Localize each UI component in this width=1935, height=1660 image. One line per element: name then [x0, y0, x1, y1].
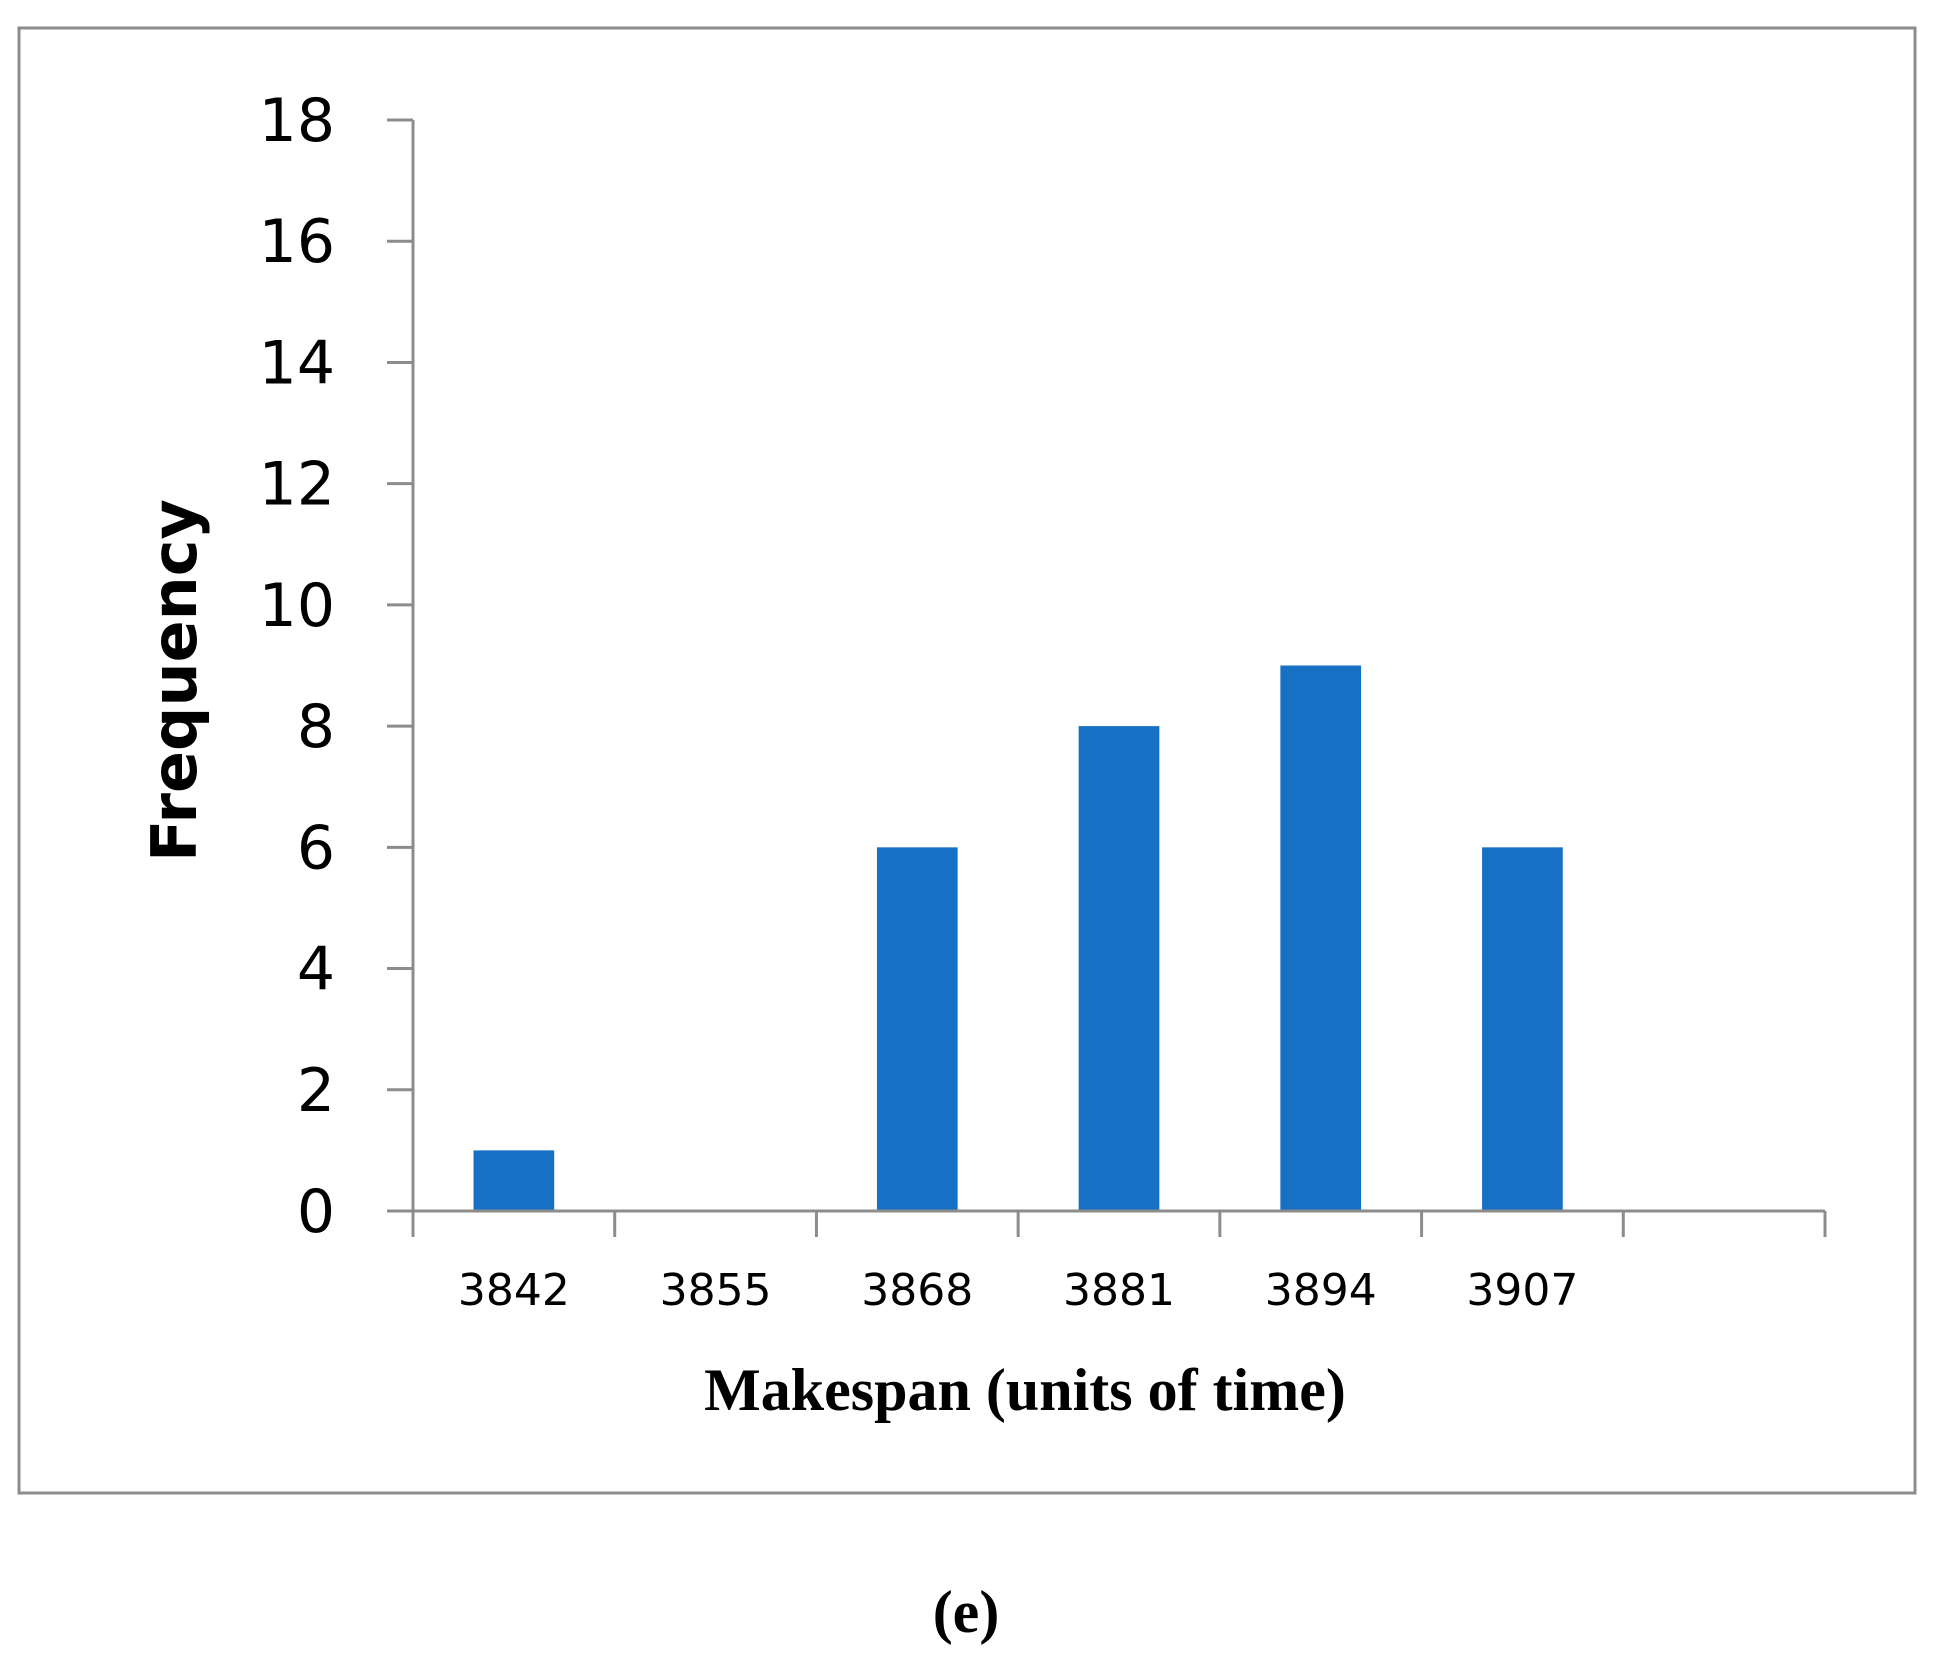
bar-3894	[1280, 665, 1362, 1211]
y-tick-label: 6	[297, 813, 335, 883]
y-tick-label: 14	[259, 328, 335, 398]
x-axis-ticks: 3842 3855 3868 3881 3894 3907	[411, 1211, 1827, 1316]
y-tick-label: 10	[259, 571, 335, 641]
y-tick-label: 4	[297, 935, 335, 1005]
y-tick-label: 18	[259, 86, 335, 156]
x-tick-label: 3881	[1063, 1265, 1175, 1316]
bar-3842	[473, 1150, 555, 1211]
y-tick-label: 2	[297, 1056, 335, 1126]
panel-label: (e)	[933, 1579, 1000, 1645]
x-tick-label: 3868	[861, 1265, 973, 1316]
bar-3881	[1078, 726, 1160, 1211]
bar-3868	[876, 847, 958, 1211]
x-tick-label: 3894	[1265, 1265, 1377, 1316]
y-axis-ticks: 0 2 4 6 8 10 12 14 16 18	[259, 86, 413, 1247]
y-tick-label: 8	[297, 692, 335, 762]
y-tick-label: 16	[259, 207, 335, 277]
bar-3907	[1482, 847, 1563, 1211]
x-tick-label: 3907	[1466, 1265, 1578, 1316]
x-tick-label: 3842	[458, 1265, 570, 1316]
x-axis-title: Makespan (units of time)	[704, 1357, 1346, 1423]
chart-frame	[17, 26, 1917, 1495]
y-axis-title: Frequency	[138, 499, 211, 862]
y-tick-label: 0	[297, 1177, 335, 1247]
x-tick-label: 3855	[660, 1265, 772, 1316]
y-tick-label: 12	[259, 450, 335, 520]
bars	[473, 665, 1563, 1211]
